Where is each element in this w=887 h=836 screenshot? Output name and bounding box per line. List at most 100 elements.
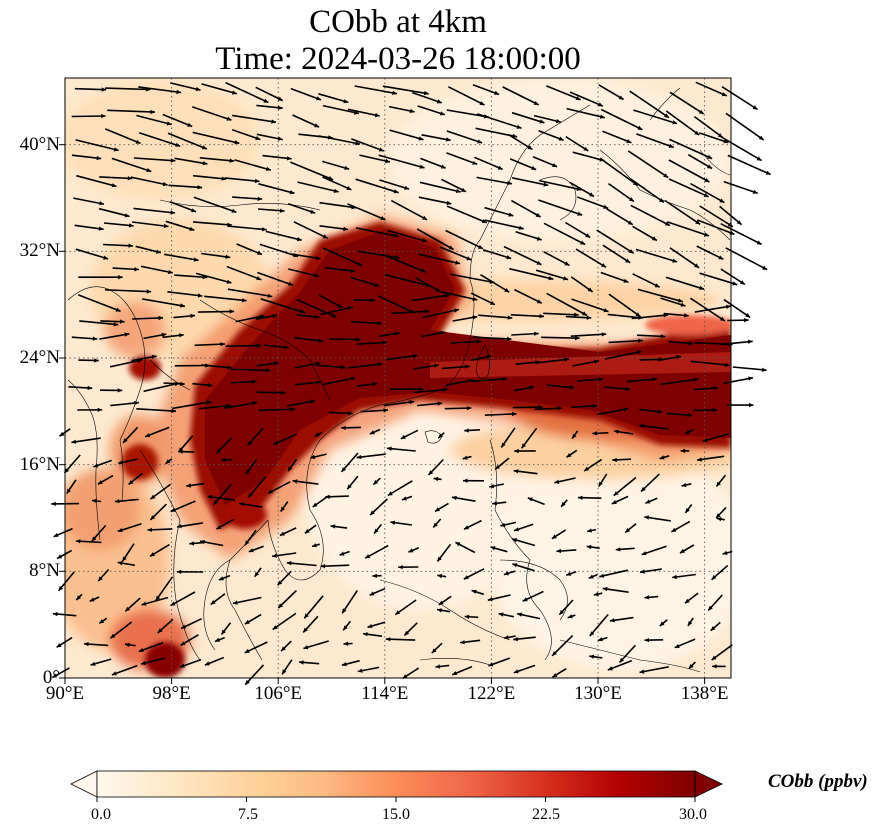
wind-vector xyxy=(288,268,320,278)
wind-vector xyxy=(509,158,537,171)
wind-vector xyxy=(539,179,582,191)
wind-vector-head xyxy=(343,641,349,646)
wind-vector xyxy=(629,90,670,119)
wind-vector-head xyxy=(601,332,607,337)
wind-vector xyxy=(132,317,164,320)
wind-vector-head xyxy=(177,524,182,529)
lon-tick-label: 130°E xyxy=(574,683,622,704)
wind-vector-head xyxy=(76,595,81,600)
wind-vector-head xyxy=(716,517,722,522)
wind-vector-head xyxy=(585,233,591,238)
wind-vector xyxy=(720,222,762,246)
wind-vector xyxy=(503,245,542,266)
wind-vector-head xyxy=(385,637,391,642)
wind-vector-head xyxy=(265,368,271,373)
wind-vector-head xyxy=(748,376,753,381)
wind-vector xyxy=(723,298,751,319)
wind-vector xyxy=(193,174,227,180)
wind-vector xyxy=(502,86,540,106)
wind-vector-head xyxy=(676,355,681,360)
wind-vector-head xyxy=(584,466,590,471)
wind-vector xyxy=(667,221,710,237)
wind-vector xyxy=(347,363,383,369)
wind-vector xyxy=(162,113,193,128)
wind-vector-head xyxy=(566,453,572,458)
colorbar-tick-label: 7.5 xyxy=(238,806,258,823)
wind-vector-head xyxy=(303,627,308,633)
wind-vector-head xyxy=(512,411,517,417)
wind-vector-head xyxy=(272,313,278,319)
wind-vector-head xyxy=(420,268,426,273)
wind-vector-head xyxy=(598,481,603,487)
wind-vector-head xyxy=(404,185,410,190)
wind-vector-head xyxy=(521,443,526,449)
wind-vector xyxy=(294,336,324,342)
wind-vector xyxy=(604,350,642,360)
wind-vector xyxy=(446,130,483,144)
wind-vector-head xyxy=(279,531,285,536)
wind-vector-head xyxy=(749,402,754,408)
wind-vector-head xyxy=(513,669,519,674)
wind-vector-head xyxy=(507,180,512,186)
wind-vector-head xyxy=(719,316,725,321)
wind-vector-head xyxy=(409,108,415,114)
wind-vector-head xyxy=(57,554,63,559)
wind-vector-head xyxy=(625,528,631,533)
wind-vector xyxy=(316,364,346,369)
wind-vector-head xyxy=(455,188,461,193)
wind-vector-head xyxy=(318,338,324,343)
wind-vector-head xyxy=(539,314,544,319)
wind-vector-head xyxy=(296,237,302,242)
wind-vector-head xyxy=(398,565,403,570)
wind-vector-head xyxy=(569,385,575,390)
lon-tick-label: 138°E xyxy=(680,683,729,704)
wind-vector-head xyxy=(150,109,155,115)
wind-vector-head xyxy=(150,494,156,500)
lon-tick-label: 114°E xyxy=(361,683,409,704)
wind-vector-head xyxy=(712,664,717,669)
wind-vector xyxy=(669,138,713,160)
wind-vector xyxy=(286,400,316,407)
wind-vector xyxy=(450,340,482,344)
wind-vector-head xyxy=(221,629,226,635)
wind-vector-head xyxy=(708,605,713,611)
wind-vector-head xyxy=(463,478,468,483)
wind-vector xyxy=(608,293,641,318)
wind-vector-head xyxy=(446,200,452,206)
wind-vector-head xyxy=(423,90,429,96)
wind-vector-head xyxy=(101,113,106,119)
wind-vector xyxy=(226,265,262,281)
wind-vector-head xyxy=(460,640,465,645)
wind-vector-head xyxy=(438,600,444,605)
wind-vector xyxy=(732,366,767,371)
wind-vector xyxy=(626,378,658,383)
wind-vector-head xyxy=(52,611,58,617)
wind-vector-head xyxy=(593,592,599,597)
wind-vector-head xyxy=(640,569,645,574)
wind-vector-head xyxy=(393,189,399,194)
wind-vector-head xyxy=(280,506,285,512)
wind-vector xyxy=(420,157,446,169)
wind-vector xyxy=(480,274,510,293)
wind-vector-head xyxy=(363,632,368,637)
wind-vector-head xyxy=(350,376,356,381)
wind-vector xyxy=(541,336,580,339)
wind-vector-head xyxy=(117,388,123,393)
wind-vector xyxy=(355,227,399,238)
wind-vector xyxy=(78,294,121,313)
wind-vector-head xyxy=(455,542,461,547)
wind-vector-head xyxy=(118,275,123,280)
wind-vector xyxy=(341,590,358,614)
wind-vector xyxy=(383,400,415,407)
wind-vector-head xyxy=(561,501,566,507)
wind-vector-head xyxy=(629,197,634,202)
wind-vector xyxy=(232,196,263,200)
wind-vector-head xyxy=(718,255,724,260)
wind-vector-head xyxy=(370,298,375,303)
wind-vector-head xyxy=(513,469,519,474)
wind-vector-head xyxy=(92,336,98,341)
wind-vector-head xyxy=(348,305,353,311)
wind-vector xyxy=(472,83,500,96)
wind-vector xyxy=(199,157,235,162)
wind-vector xyxy=(668,159,710,183)
